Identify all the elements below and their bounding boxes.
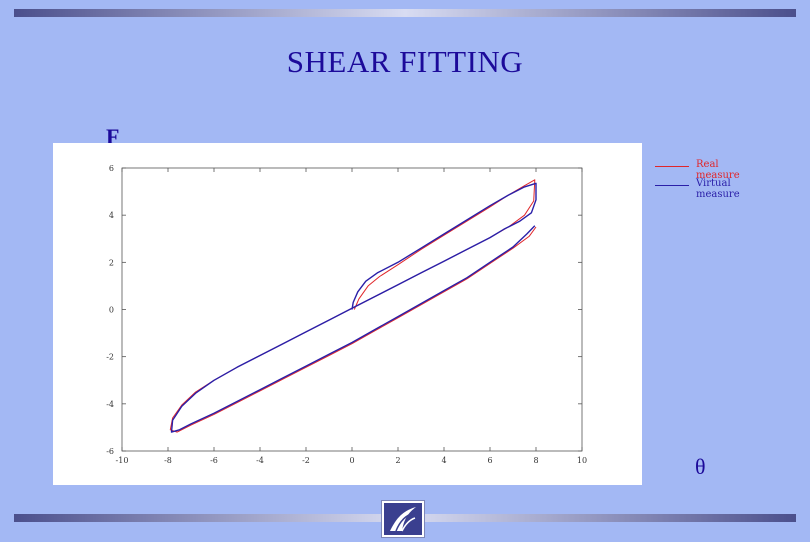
legend-label-real: Real measure — [696, 159, 740, 181]
y-tick-label: 2 — [109, 258, 114, 267]
y-tick-label: -6 — [106, 447, 114, 456]
x-tick-label: -8 — [164, 456, 172, 465]
shear-fitting-chart: -10 -8 -6 -4 -2 0 2 4 6 8 10 6 4 2 0 -2 -4 -6 — [106, 164, 587, 465]
series-line-virtual-measure — [170, 182, 537, 433]
page-title: SHEAR FITTING — [286, 44, 524, 79]
top-decorative-bar — [14, 9, 796, 17]
x-tick-label: 10 — [577, 456, 587, 465]
x-tick-label: 0 — [349, 456, 354, 465]
x-tick-label: 6 — [487, 456, 492, 465]
legend-line-virtual — [655, 185, 689, 186]
x-tick-label: 2 — [395, 456, 400, 465]
y-tick-label: 0 — [109, 306, 114, 315]
legend-label-virtual: Virtual measure — [696, 178, 740, 200]
y-tick-label: -2 — [106, 353, 114, 362]
theta-axis-symbol: θ — [695, 454, 706, 479]
x-tick-label: -2 — [302, 456, 310, 465]
legend-line-real — [655, 166, 689, 167]
x-tick-label: -6 — [210, 456, 218, 465]
x-tick-label: 4 — [441, 456, 446, 465]
chart-panel: -10 -8 -6 -4 -2 0 2 4 6 8 10 6 4 2 0 -2 -4 -6 Real measur… — [53, 143, 740, 485]
x-tick-label: 8 — [533, 456, 538, 465]
y-tick-label: -4 — [106, 400, 114, 409]
y-tick-label: 4 — [109, 211, 114, 220]
institution-logo — [381, 500, 425, 538]
x-tick-label: -4 — [256, 456, 264, 465]
y-tick-label: 6 — [109, 164, 114, 173]
x-tick-label: -10 — [116, 456, 129, 465]
force-axis-symbol: F — [106, 124, 120, 149]
